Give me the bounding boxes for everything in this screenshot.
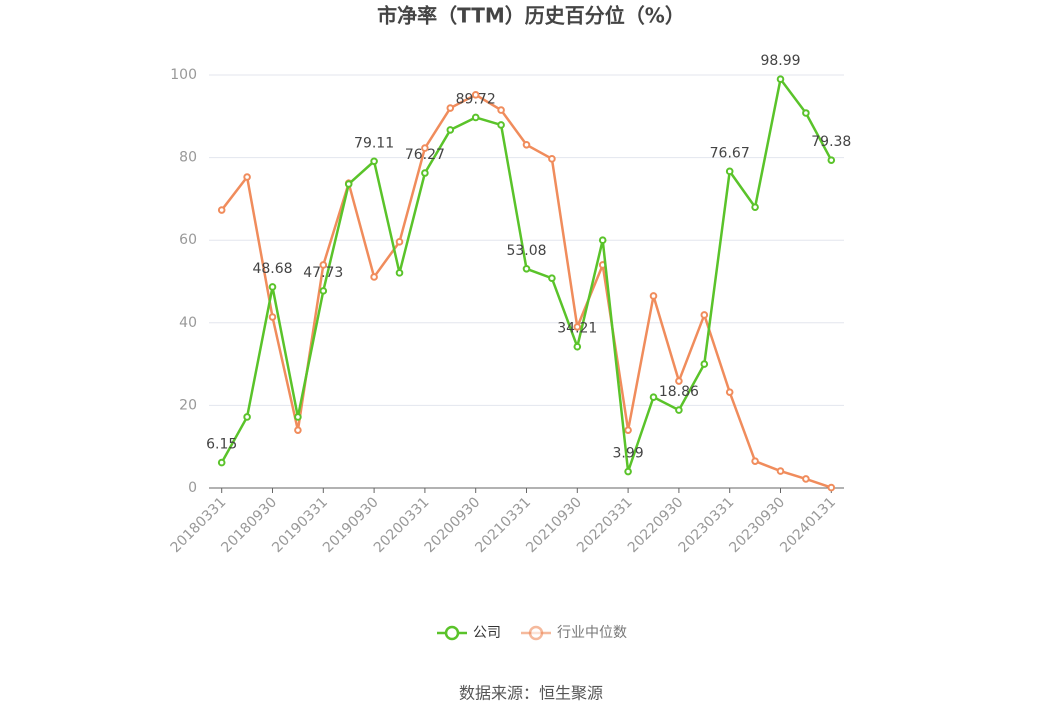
data-point: [675, 406, 683, 414]
data-point: [395, 238, 404, 246]
legend-label: 行业中位数: [557, 625, 627, 641]
data-point: [548, 155, 556, 163]
data-point: [421, 144, 429, 152]
data-point: [497, 121, 505, 129]
data-point: [395, 269, 404, 277]
legend-item[interactable]: 行业中位数: [521, 625, 627, 641]
data-point: [725, 388, 734, 396]
legend-label: 公司: [473, 625, 501, 641]
data-label: 6.15: [206, 437, 237, 453]
y-tick-label: 60: [179, 232, 197, 248]
data-point: [370, 273, 378, 281]
data-point: [446, 104, 455, 112]
data-point: [268, 313, 277, 321]
data-point: [700, 311, 709, 319]
data-label: 53.08: [506, 243, 546, 259]
legend-marker: [528, 625, 544, 641]
data-label: 34.21: [557, 321, 597, 337]
y-tick-label: 100: [170, 67, 197, 83]
legend-marker: [444, 625, 460, 641]
data-label: 98.99: [760, 53, 800, 69]
data-point: [573, 323, 582, 331]
data-label: 47.73: [303, 265, 343, 281]
data-point: [675, 377, 683, 385]
data-point: [573, 342, 582, 351]
data-point: [319, 261, 328, 269]
data-point: [217, 458, 226, 467]
data-point: [751, 457, 759, 465]
data-point: [776, 467, 785, 475]
data-point: [268, 283, 277, 291]
data-point: [217, 206, 226, 214]
data-label: 79.38: [811, 134, 851, 150]
data-label: 3.99: [613, 446, 644, 462]
data-label: 76.27: [405, 147, 445, 163]
data-point: [344, 180, 353, 188]
data-point: [649, 292, 658, 300]
data-point: [471, 113, 480, 122]
data-point: [776, 75, 785, 83]
data-label: 79.11: [354, 135, 394, 151]
y-tick-label: 80: [179, 150, 197, 166]
x-tick-label: 20240131: [777, 494, 839, 556]
y-tick-label: 0: [188, 480, 197, 496]
data-point: [802, 475, 810, 483]
data-point: [624, 467, 632, 476]
data-point: [243, 413, 251, 421]
data-point: [446, 126, 455, 134]
data-point: [649, 393, 658, 401]
data-point: [725, 167, 734, 176]
data-point: [802, 109, 810, 117]
data-point: [243, 173, 251, 181]
data-point: [522, 264, 531, 273]
data-point: [421, 169, 429, 177]
y-tick-label: 40: [179, 315, 197, 331]
data-point: [471, 91, 480, 99]
data-point: [522, 140, 531, 149]
data-point: [294, 426, 302, 434]
data-label: 76.67: [710, 145, 750, 161]
data-point: [598, 236, 607, 244]
data-point: [624, 426, 632, 434]
data-point: [294, 413, 302, 421]
data-label: 89.72: [456, 91, 496, 107]
chart-title: 市净率（TTM）历史百分位（%）: [377, 4, 685, 28]
data-point: [700, 360, 709, 368]
data-label: 18.86: [659, 384, 699, 400]
data-point: [548, 274, 556, 282]
y-tick-label: 20: [179, 397, 197, 413]
data-label: 48.68: [252, 261, 292, 277]
data-point: [319, 287, 328, 295]
data-point: [370, 157, 378, 166]
source-note: 数据来源：恒生聚源: [459, 684, 603, 703]
legend-item[interactable]: 公司: [437, 625, 501, 641]
data-point: [751, 203, 759, 211]
data-point: [497, 106, 505, 114]
data-point: [827, 156, 836, 164]
data-point: [827, 483, 836, 492]
